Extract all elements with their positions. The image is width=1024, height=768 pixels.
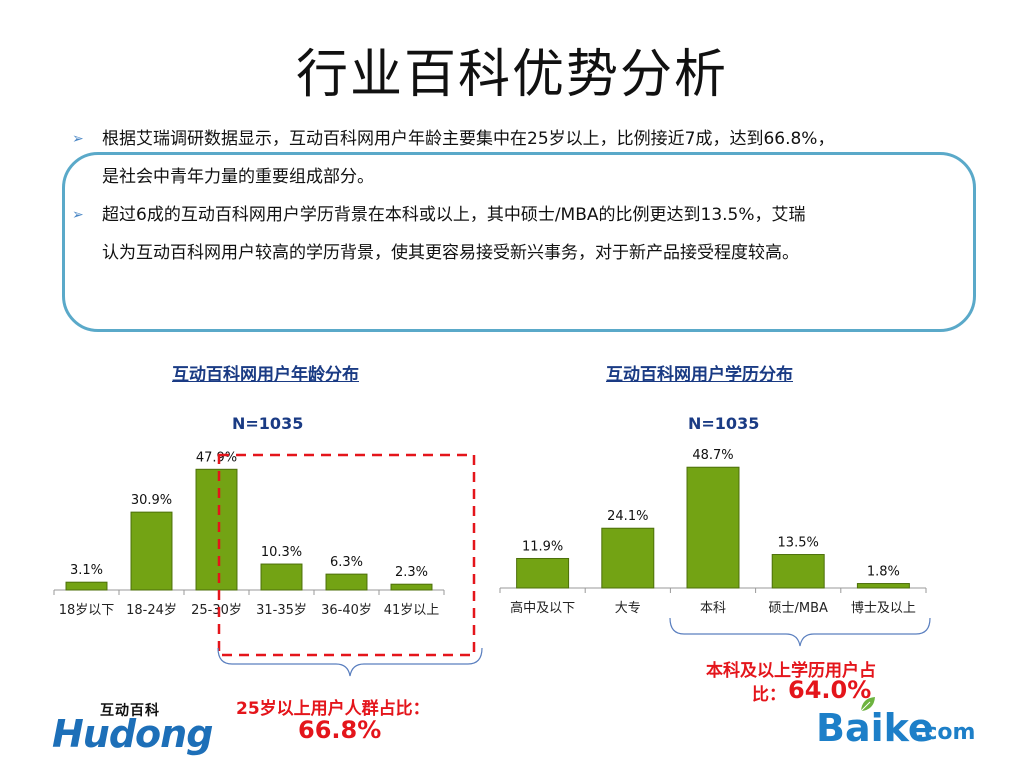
leaf-icon <box>860 697 875 712</box>
baike-logo: Baike .com <box>816 697 996 756</box>
bullet-2-line-2: 认为互动百科网用户较高的学历背景，使其更容易接受新兴事务，对于新产品接受程度较高… <box>102 243 799 263</box>
edu-bar-2 <box>686 466 740 589</box>
age-category-label-3: 31-35岁 <box>256 603 307 618</box>
edu-brace <box>669 617 931 647</box>
age-chart-n-label: N=1035 <box>232 414 304 433</box>
age-category-label-5: 41岁以上 <box>384 603 440 618</box>
age-value-label-5: 2.3% <box>395 565 428 580</box>
age-bar-5 <box>390 583 433 591</box>
baike-logo-com: .com <box>916 720 976 745</box>
edu-value-label-2: 48.7% <box>692 448 733 463</box>
age-bar-3 <box>260 563 303 591</box>
age-callout-label: 25岁以上用户人群占比： <box>236 699 430 719</box>
edu-value-label-1: 24.1% <box>607 509 648 524</box>
bullet-arrow-icon: ➢ <box>72 207 84 223</box>
age-category-label-1: 18-24岁 <box>126 603 177 618</box>
edu-bar-3 <box>771 554 825 589</box>
edu-value-label-4: 1.8% <box>867 565 900 580</box>
edu-bar-0 <box>516 557 570 589</box>
edu-chart-n-label: N=1035 <box>688 414 760 433</box>
age-highlight-dashed-box <box>217 453 476 657</box>
edu-callout-value: 64.0% <box>788 676 872 704</box>
age-category-label-4: 36-40岁 <box>321 603 372 618</box>
age-chart-title: 互动百科网用户年龄分布 <box>172 365 359 385</box>
edu-chart-title: 互动百科网用户学历分布 <box>606 365 793 385</box>
edu-category-label-0: 高中及以下 <box>510 600 575 616</box>
hudong-logo-wordmark: Hudong <box>52 712 213 756</box>
age-value-label-3: 10.3% <box>261 545 302 560</box>
age-bar-1 <box>130 511 173 591</box>
edu-value-label-0: 11.9% <box>522 539 563 554</box>
age-category-label-0: 18岁以下 <box>59 603 115 618</box>
edu-category-label-1: 大专 <box>615 601 641 616</box>
hudong-logo-small-text: 互动百科 <box>100 703 160 719</box>
page-title: 行业百科优势分析 <box>295 45 728 105</box>
age-callout-value: 66.8% <box>298 716 382 744</box>
baike-logo-wordmark: Baike <box>816 706 934 750</box>
summary-box <box>62 152 976 332</box>
age-bar-0 <box>65 581 108 591</box>
age-category-label-2: 25-30岁 <box>191 603 242 618</box>
edu-callout-label: 本科及以上学历用户占 <box>706 661 876 681</box>
age-bar-4 <box>325 573 368 591</box>
bullet-1-line-1: 根据艾瑞调研数据显示，互动百科网用户年龄主要集中在25岁以上，比例接近7成，达到… <box>102 129 835 149</box>
bullet-arrow-icon: ➢ <box>72 131 84 147</box>
bullet-2-line-1: 超过6成的互动百科网用户学历背景在本科或以上，其中硕士/MBA的比例更达到13.… <box>102 205 806 225</box>
hudong-logo: 互动百科 Hudong <box>52 700 213 758</box>
age-bar-2 <box>195 468 238 591</box>
age-value-label-0: 3.1% <box>70 563 103 578</box>
bullet-1-line-2: 是社会中青年力量的重要组成部分。 <box>102 167 374 187</box>
edu-callout-prefix: 比： <box>752 685 786 705</box>
age-value-label-4: 6.3% <box>330 555 363 570</box>
age-value-label-1: 30.9% <box>131 493 172 508</box>
edu-bar-4 <box>856 583 910 589</box>
edu-bar-1 <box>601 527 655 589</box>
age-brace <box>217 647 483 677</box>
edu-value-label-3: 13.5% <box>778 536 819 551</box>
edu-category-label-3: 硕士/MBA <box>768 601 828 616</box>
edu-category-label-4: 博士及以上 <box>851 601 916 616</box>
edu-category-label-2: 本科 <box>700 601 726 616</box>
